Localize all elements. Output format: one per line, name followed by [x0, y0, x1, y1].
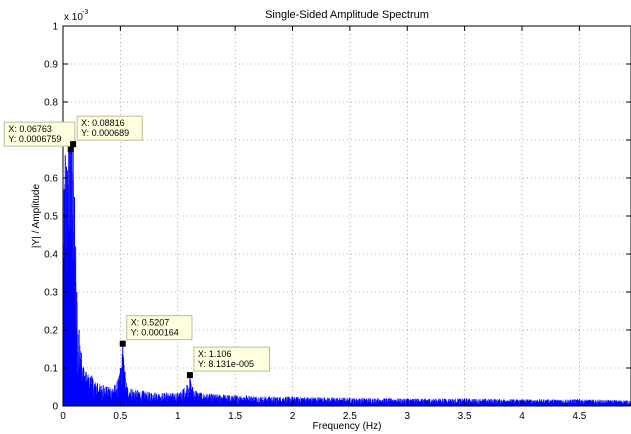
data-tip-marker [70, 141, 77, 148]
chart-title: Single-Sided Amplitude Spectrum [265, 9, 429, 21]
data-tip-box [76, 115, 143, 141]
x-tick-label: 4.5 [572, 411, 586, 422]
data-tip-y-label: Y: 0.000164 [131, 328, 179, 338]
data-tip-box [126, 315, 193, 341]
x-tick-label: 0 [60, 411, 66, 422]
y-tick-label: 0.3 [44, 288, 58, 299]
y-exponent-power: -3 [82, 9, 88, 16]
data-tip-y-label: Y: 0.0006759 [8, 134, 61, 144]
y-tick-label: 1 [52, 22, 58, 33]
y-tick-label: 0.6 [44, 174, 58, 185]
x-tick-label: 3 [404, 411, 410, 422]
y-tick-label: 0.5 [44, 212, 58, 223]
data-tip-marker [67, 146, 74, 153]
x-axis-label: Frequency (Hz) [313, 421, 382, 432]
data-tip-y-label: Y: 8.131e-005 [198, 359, 254, 369]
y-tick-label: 0 [52, 402, 58, 413]
data-tip-x-label: X: 0.5207 [131, 318, 170, 328]
x-tick-label: 4 [519, 411, 525, 422]
y-tick-label: 0.1 [44, 364, 58, 375]
data-tip-x-label: X: 1.106 [198, 349, 232, 359]
data-tip-x-label: X: 0.08816 [81, 118, 125, 128]
y-tick-label: 0.9 [44, 60, 58, 71]
data-tip-x-label: X: 0.06763 [8, 124, 52, 134]
y-axis-label: |Y| / Amplitude [31, 184, 42, 249]
y-tick-label: 0.8 [44, 98, 58, 109]
data-tip-box [3, 121, 76, 147]
data-tip-marker [119, 340, 126, 347]
x-tick-label: 2.5 [343, 411, 357, 422]
data-tip-y-label: Y: 0.000689 [81, 128, 129, 138]
x-tick-label: 0.5 [113, 411, 127, 422]
y-tick-label: 0.4 [44, 250, 58, 261]
x-tick-label: 2 [290, 411, 296, 422]
data-tip-box [193, 346, 271, 372]
x-tick-label: 1.5 [228, 411, 242, 422]
series-layer [62, 132, 631, 406]
x-tick-label: 3.5 [458, 411, 472, 422]
y-tick-label: 0.2 [44, 326, 58, 337]
data-tip-marker [186, 372, 193, 379]
y-exponent-base: x 10 [64, 12, 83, 23]
x-tick-label: 1 [175, 411, 181, 422]
